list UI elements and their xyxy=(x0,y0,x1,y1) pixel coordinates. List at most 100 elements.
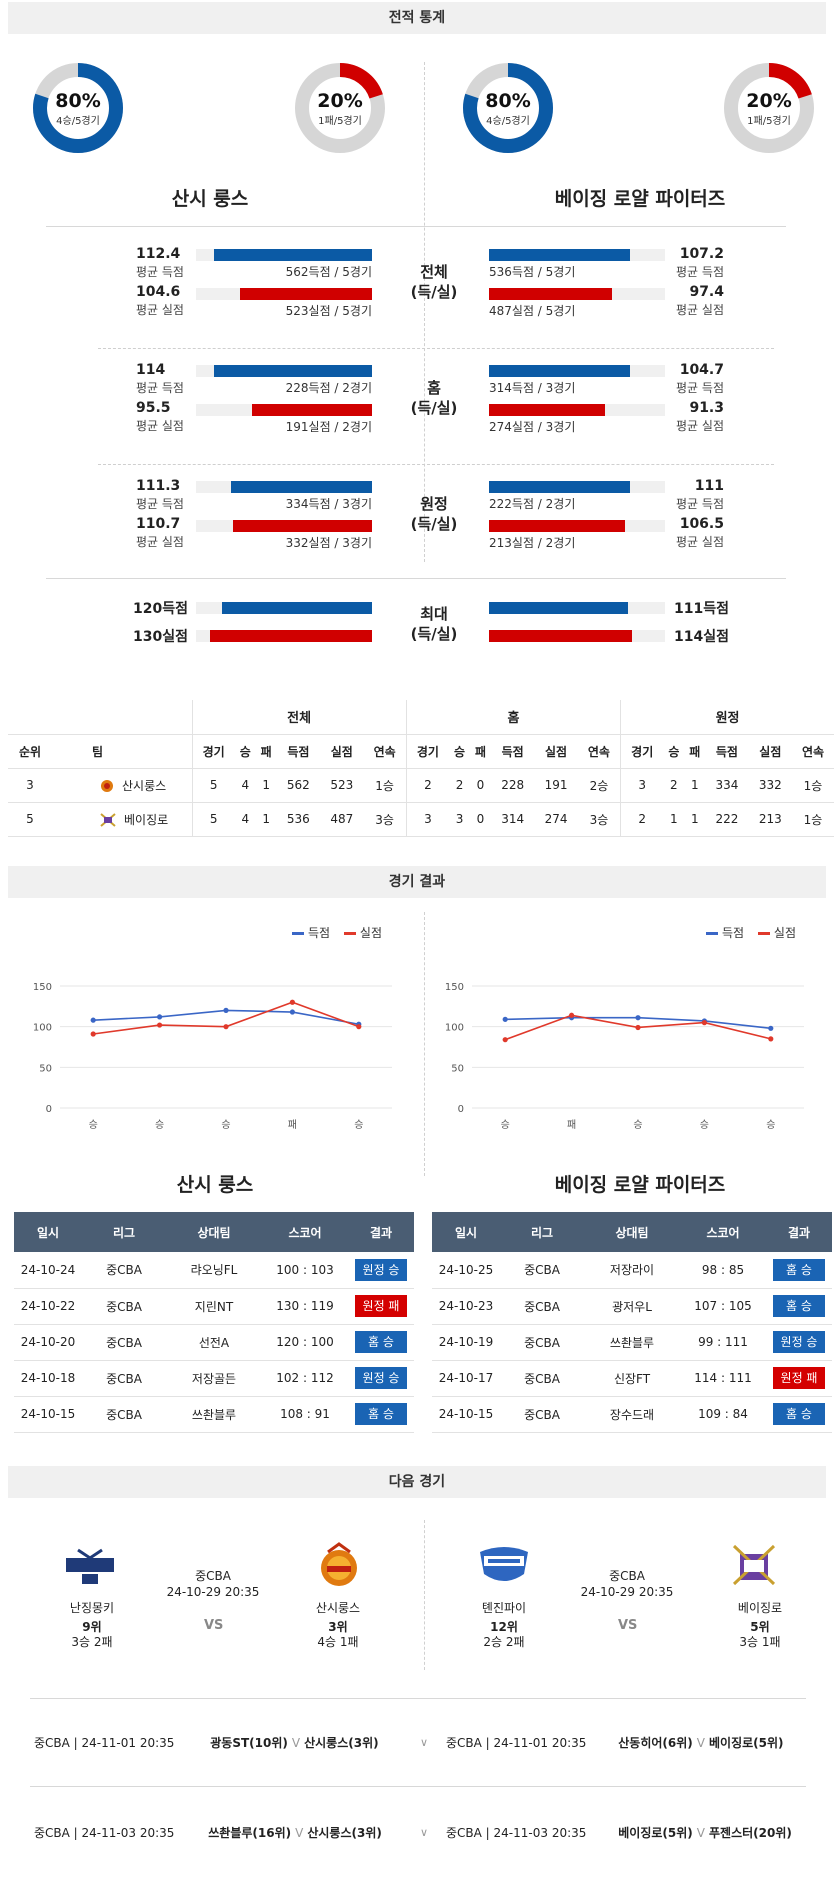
row-all-0: 5 xyxy=(191,802,235,837)
stat-group-label: 전체 (득/실) xyxy=(394,262,474,302)
left-score-caption: 228득점 / 2경기 xyxy=(285,381,372,395)
right-avg-score-label: 평균 득점 xyxy=(676,265,724,279)
row-rank: 5 xyxy=(8,802,52,837)
legend-label: 실점 xyxy=(359,926,383,940)
col-2: 패 xyxy=(470,734,491,769)
result-opponent[interactable]: 장수드래 xyxy=(584,1396,680,1433)
row-all-4: 523 xyxy=(320,768,364,803)
left-allow-caption: 523실점 / 5경기 xyxy=(285,304,372,318)
data-point xyxy=(569,1012,575,1018)
result-opponent[interactable]: 지린NT xyxy=(166,1288,262,1325)
next-away-rank: 5위 xyxy=(750,1620,770,1634)
results-col-2: 상대팀 xyxy=(584,1212,680,1252)
section-header-results: 경기 결과 xyxy=(8,866,826,898)
row-away-1: 1 xyxy=(663,802,685,837)
col-5: 연속 xyxy=(792,734,834,769)
result-league: 중CBA xyxy=(82,1252,166,1289)
result-opponent[interactable]: 랴오닝FL xyxy=(166,1252,262,1289)
results-col-4: 결과 xyxy=(348,1212,414,1252)
divider xyxy=(30,1786,806,1787)
col-3: 득점 xyxy=(705,734,749,769)
result-opponent[interactable]: 쓰촨블루 xyxy=(166,1396,262,1433)
row-team[interactable]: 산시룽스 xyxy=(52,768,192,803)
result-opponent[interactable]: 선전A xyxy=(166,1324,262,1361)
result-badge: 홈 승 xyxy=(355,1403,407,1425)
results-col-3: 스코어 xyxy=(262,1212,348,1252)
row-away-5: 1승 xyxy=(792,768,834,803)
left-avg-allow-label: 평균 실점 xyxy=(136,535,184,549)
next-away-name: 베이징로 xyxy=(737,1601,783,1615)
result-opponent[interactable]: 저장라이 xyxy=(584,1252,680,1289)
x-tick-label: 승 xyxy=(633,1119,642,1131)
chevron-down-icon[interactable]: ∨ xyxy=(420,1736,429,1749)
result-badge: 원정 패 xyxy=(773,1367,825,1389)
result-score: 120 : 100 xyxy=(262,1324,348,1361)
result-league: 중CBA xyxy=(82,1360,166,1397)
data-point xyxy=(289,999,295,1005)
donut-sub: 4승/5경기 xyxy=(56,116,100,127)
dashed-divider xyxy=(98,464,774,465)
schedule-team2: 베이징로(5위) xyxy=(708,1736,784,1750)
left-score-bar xyxy=(231,481,372,493)
row-away-4: 213 xyxy=(748,802,793,837)
left-avg-score-label: 평균 득점 xyxy=(136,381,184,395)
schedule-row-1-right: 중CBA | 24-11-01 20:35 산동히어(6위) V 베이징로(5위) xyxy=(446,1734,784,1751)
left-score-caption: 562득점 / 5경기 xyxy=(285,265,372,279)
result-badge: 홈 승 xyxy=(773,1403,825,1425)
group-away: 원정 xyxy=(620,700,834,735)
divider xyxy=(46,578,786,579)
table-row: 24-10-20 중CBA 선전A 120 : 100 홈 승 xyxy=(14,1324,414,1361)
right-allow-caption: 213실점 / 2경기 xyxy=(489,536,576,550)
next-home-name: 난징몽키 xyxy=(69,1601,115,1615)
x-tick-label: 패 xyxy=(567,1119,576,1131)
row-all-3: 536 xyxy=(276,802,321,837)
table-row: 24-10-24 중CBA 랴오닝FL 100 : 103 원정 승 xyxy=(14,1252,414,1289)
schedule-v: V xyxy=(291,1736,301,1750)
schedule-team1: 산동히어(6위) xyxy=(618,1736,693,1750)
result-opponent[interactable]: 광저우L xyxy=(584,1288,680,1325)
row-all-2: 1 xyxy=(255,802,277,837)
result-score: 99 : 111 xyxy=(680,1324,766,1361)
table-row: 24-10-19 중CBA 쓰촨블루 99 : 111 원정 승 xyxy=(432,1324,832,1361)
results-col-2: 상대팀 xyxy=(166,1212,262,1252)
result-cell: 홈 승 xyxy=(766,1396,832,1433)
row-team[interactable]: 베이징로 xyxy=(52,802,192,837)
right-score-caption: 314득점 / 3경기 xyxy=(489,381,576,395)
left-avg-score: 112.4 xyxy=(136,246,181,262)
max-right-allow: 114실점 xyxy=(674,629,729,645)
donut-right-win: 80% 4승/5경기 xyxy=(462,62,554,154)
col-1: 승 xyxy=(449,734,471,769)
result-opponent[interactable]: 신장FT xyxy=(584,1360,680,1397)
stat-group-label-1: 전체 xyxy=(420,263,448,281)
result-badge: 홈 승 xyxy=(773,1295,825,1317)
next-away-record: 4승 1패 xyxy=(317,1635,359,1649)
data-point xyxy=(90,1017,96,1023)
result-league: 중CBA xyxy=(500,1324,584,1361)
next-away-name: 산시룽스 xyxy=(315,1601,361,1615)
result-opponent[interactable]: 쓰촨블루 xyxy=(584,1324,680,1361)
result-opponent[interactable]: 저장골든 xyxy=(166,1360,262,1397)
result-badge: 원정 패 xyxy=(355,1295,407,1317)
divider xyxy=(30,1698,806,1699)
next-datetime: 24-10-29 20:35 xyxy=(580,1585,674,1599)
donut-sub: 1패/5경기 xyxy=(747,116,791,127)
y-tick-label: 150 xyxy=(445,982,464,993)
table-row: 3 산시룽스 5 4 1 562 523 1승 2 2 0 228 191 2승 3 2 1 334 332 1승 xyxy=(8,768,834,803)
row-away-3: 334 xyxy=(705,768,749,803)
group-home: 홈 xyxy=(405,700,621,735)
center-divider xyxy=(424,912,425,1176)
vs-label: VS xyxy=(204,1618,224,1633)
x-tick-label: 패 xyxy=(288,1119,297,1131)
max-label: 최대 (득/실) xyxy=(394,604,474,644)
data-point xyxy=(502,1016,508,1022)
legend-swatch xyxy=(757,932,770,935)
col-1: 승 xyxy=(234,734,256,769)
data-point xyxy=(635,1024,641,1031)
right-avg-score: 111 xyxy=(694,478,724,494)
result-badge: 홈 승 xyxy=(773,1258,825,1281)
schedule-row-2-right: 중CBA | 24-11-03 20:35 베이징로(5위) V 푸젠스터(20위) xyxy=(446,1824,792,1841)
row-home-5: 2승 xyxy=(577,768,621,803)
result-date: 24-10-15 xyxy=(14,1396,82,1433)
table-row: 5 베이징로 5 4 1 536 487 3승 3 3 0 314 274 3승 2 1 1 222 213 1승 xyxy=(8,802,834,837)
chevron-down-icon[interactable]: ∨ xyxy=(420,1826,429,1839)
